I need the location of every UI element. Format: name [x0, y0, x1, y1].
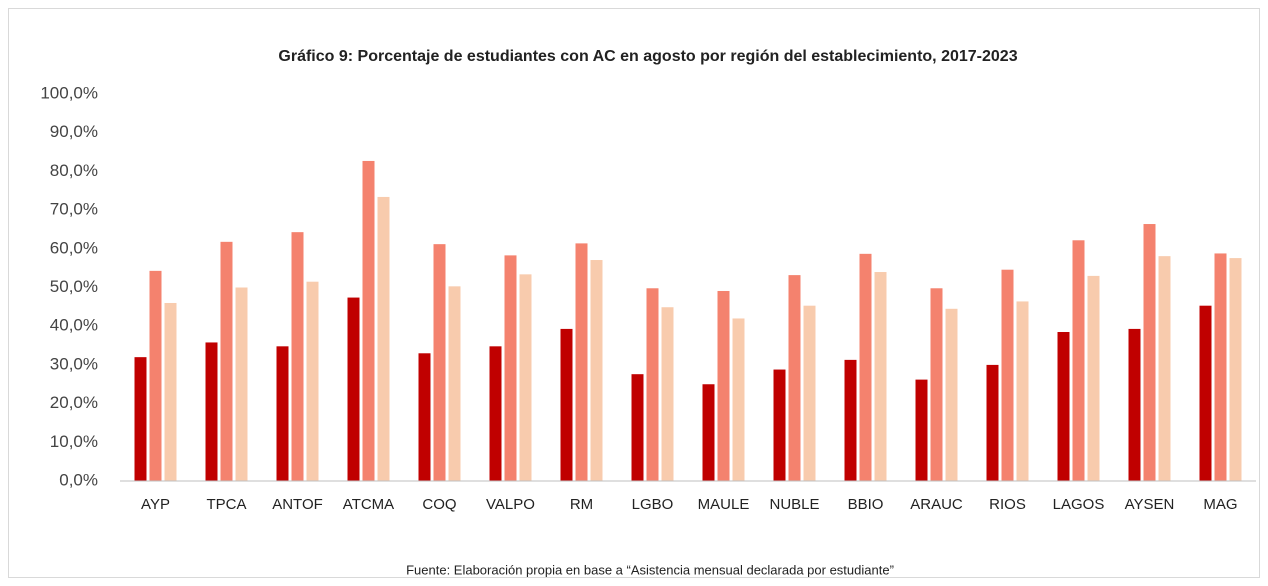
y-tick-label: 100,0%	[40, 83, 98, 102]
bar	[1001, 269, 1014, 481]
bar	[1128, 328, 1141, 481]
bar	[930, 288, 943, 481]
bar	[134, 357, 147, 481]
bar	[874, 272, 887, 481]
y-tick-label: 70,0%	[50, 200, 98, 219]
y-tick-label: 10,0%	[50, 432, 98, 451]
bar	[945, 308, 958, 481]
bar	[646, 288, 659, 481]
y-tick-label: 0,0%	[59, 470, 98, 489]
x-tick-label: BBIO	[848, 496, 884, 513]
bar	[149, 270, 162, 481]
bar	[803, 305, 816, 481]
chart-border	[8, 8, 1260, 578]
bar	[590, 260, 603, 481]
y-tick-label: 50,0%	[50, 277, 98, 296]
bar	[220, 241, 233, 481]
y-tick-label: 60,0%	[50, 238, 98, 257]
y-tick-label: 20,0%	[50, 393, 98, 412]
bar	[844, 359, 857, 481]
bar	[560, 328, 573, 481]
x-tick-label: LGBO	[632, 496, 674, 513]
bar	[205, 342, 218, 481]
bar	[732, 318, 745, 481]
bar	[1072, 240, 1085, 481]
x-tick-label: MAULE	[698, 496, 750, 513]
bar	[448, 286, 461, 481]
x-tick-label: COQ	[422, 496, 456, 513]
x-tick-label: RM	[570, 496, 593, 513]
bar	[347, 297, 360, 481]
bar	[276, 346, 289, 481]
bar	[418, 353, 431, 481]
bar	[291, 232, 304, 481]
bar	[377, 196, 390, 481]
x-tick-label: TPCA	[206, 496, 246, 513]
bar	[859, 253, 872, 481]
bar	[433, 244, 446, 481]
bar	[717, 290, 730, 481]
x-tick-label: NUBLE	[769, 496, 819, 513]
x-tick-label: AYSEN	[1125, 496, 1175, 513]
bar	[661, 307, 674, 481]
bar	[489, 346, 502, 481]
x-tick-label: ANTOF	[272, 496, 323, 513]
bar	[1087, 275, 1100, 481]
bar	[915, 379, 928, 481]
bar	[788, 275, 801, 481]
bar	[164, 302, 177, 481]
bar	[235, 287, 248, 481]
x-tick-label: ATCMA	[343, 496, 394, 513]
x-tick-label: AYP	[141, 496, 170, 513]
source-note: Fuente: Elaboración propia en base a “As…	[406, 562, 894, 577]
bar	[504, 255, 517, 481]
bar	[306, 281, 319, 481]
bar	[1057, 332, 1070, 481]
y-tick-label: 80,0%	[50, 161, 98, 180]
chart-title: Gráfico 9: Porcentaje de estudiantes con…	[278, 48, 1017, 65]
x-tick-label: RIOS	[989, 496, 1026, 513]
x-tick-label: ARAUC	[910, 496, 963, 513]
x-tick-label: MAG	[1203, 496, 1237, 513]
bar	[702, 384, 715, 481]
bar	[631, 374, 644, 481]
bar	[1199, 305, 1212, 481]
bar	[1143, 224, 1156, 482]
bar	[986, 364, 999, 481]
bar	[362, 160, 375, 482]
y-tick-label: 90,0%	[50, 122, 98, 141]
bar	[1016, 301, 1029, 481]
bar	[773, 369, 786, 481]
bar	[1158, 256, 1171, 481]
bar	[1214, 253, 1227, 481]
x-tick-label: LAGOS	[1053, 496, 1105, 513]
x-tick-label: VALPO	[486, 496, 535, 513]
bar	[1229, 258, 1242, 481]
y-tick-label: 30,0%	[50, 354, 98, 373]
y-tick-label: 40,0%	[50, 316, 98, 335]
bar	[575, 243, 588, 481]
bar	[519, 274, 532, 481]
